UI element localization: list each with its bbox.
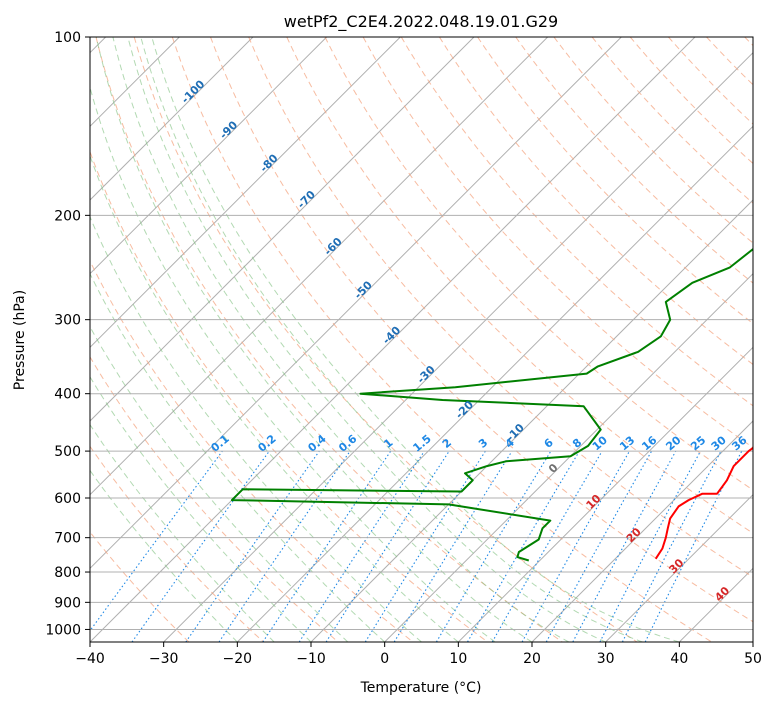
isotherm-line [90,37,475,422]
y-tick-label: 700 [54,531,81,547]
isotherm-line [384,272,753,642]
isotherm-line [605,493,753,642]
mixing-ratio-line [90,450,223,632]
mixing-ratio-line [131,450,270,642]
moist-adiabat [90,272,386,642]
dry-adiabat [171,37,712,642]
moist-adiabat [127,37,606,642]
y-tick-label: 800 [54,565,81,581]
mixing-ratio-line [572,450,677,642]
moist-adiabat [90,215,422,642]
y-axis-label: Pressure (hPa) [12,290,28,390]
x-tick-label: −10 [296,651,326,667]
dry-adiabat [400,37,753,407]
pressure-grid [90,37,753,630]
x-axis-ticks: −40 −30 −20 −10 0 10 20 30 40 50 [75,642,762,667]
moist-adiabat [90,469,238,642]
mixing-ratio-line [467,450,580,642]
isotherm-line [236,125,753,642]
x-tick-label: 0 [380,651,389,667]
dry-adiabat [286,37,753,534]
moist-adiabat [90,325,349,642]
x-tick-label: −30 [149,651,179,667]
moist-adiabat [112,37,570,642]
y-tick-label: 400 [54,387,81,403]
x-tick-label: 20 [523,651,541,667]
profile-traces [230,247,753,562]
x-tick-label: −20 [223,651,253,667]
dewpoint-trace [230,247,753,562]
background-reference-lines [90,37,753,642]
dry-adiabat [90,445,264,642]
dry-adiabat [90,355,339,642]
y-tick-label: 100 [54,30,81,46]
isotherm-line [90,37,401,349]
mixing-ratio-line [644,450,743,642]
isotherm-line [90,37,254,201]
y-tick-label: 1000 [45,622,81,638]
isotherm-line [457,346,753,642]
dry-adiabat [248,37,753,578]
x-axis-label: Temperature (°C) [360,680,482,696]
isotherm-line [90,37,549,496]
temperature-trace [654,446,753,560]
dry-adiabat [438,37,753,366]
dry-adiabat [210,37,753,623]
x-tick-label: 30 [597,651,615,667]
mixing-ratio-line [621,450,722,642]
mixing-ratio-line [435,450,552,642]
y-tick-label: 500 [54,444,81,460]
x-tick-label: 10 [449,651,467,667]
moist-adiabat [90,375,312,642]
plot-frame [89,36,754,643]
dry-adiabat [324,37,753,491]
isotherm-line [90,37,696,642]
mixing-ratio-line [185,450,320,642]
y-tick-label: 200 [54,208,81,224]
dry-adiabat [133,37,638,642]
y-tick-label: 600 [54,491,81,507]
y-tick-label: 900 [54,595,81,611]
isotherm-line [90,37,328,275]
chart-title: wetPf2_C2E4.2022.048.19.01.G29 [284,12,558,32]
moist-adiabat [90,154,459,642]
dry-adiabat [591,37,753,204]
mixing-ratio-line [218,450,351,642]
x-tick-label: 50 [744,651,762,667]
dry-adiabat [362,37,753,449]
isotherm-line [531,420,753,642]
mixing-ratio-line [599,450,701,642]
mixing-ratio-line [364,450,486,642]
dry-adiabat [90,259,414,642]
moist-adiabat [95,37,533,642]
x-tick-label: −40 [75,651,105,667]
dry-adiabat [95,37,563,642]
y-axis-ticks: 100 200 300 400 500 600 700 800 900 1000 [45,30,90,638]
moist-adiabat [140,37,643,642]
y-tick-label: 300 [54,313,81,329]
isotherm-line [90,37,622,570]
x-tick-label: 40 [670,651,688,667]
isotherm-line [163,51,753,642]
mixing-ratio-line [393,450,513,642]
dry-adiabat [553,37,753,244]
